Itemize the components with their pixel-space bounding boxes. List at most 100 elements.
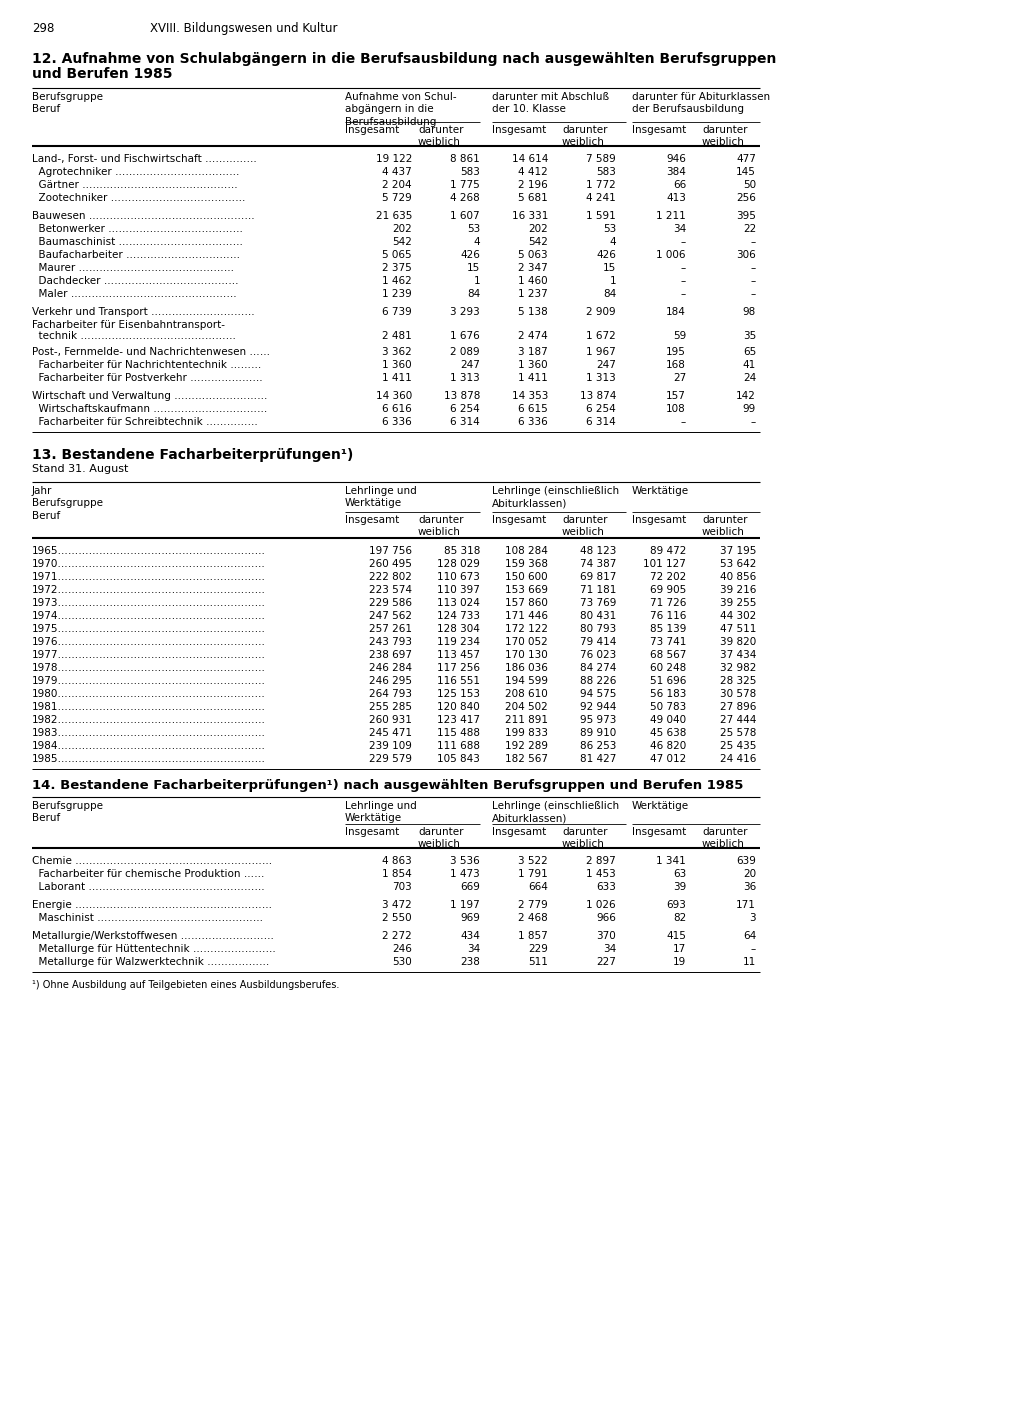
Text: 247: 247	[460, 360, 480, 370]
Text: 45 638: 45 638	[649, 728, 686, 738]
Text: 1 857: 1 857	[518, 931, 548, 941]
Text: 246 284: 246 284	[369, 663, 412, 673]
Text: 6 336: 6 336	[382, 417, 412, 427]
Text: Insgesamt: Insgesamt	[345, 514, 399, 526]
Text: –: –	[751, 289, 756, 299]
Text: 111 688: 111 688	[437, 741, 480, 751]
Text: darunter
weiblich: darunter weiblich	[418, 125, 464, 147]
Text: 1 676: 1 676	[451, 332, 480, 341]
Text: 95 973: 95 973	[580, 716, 616, 726]
Text: 53: 53	[467, 224, 480, 234]
Text: 3 522: 3 522	[518, 856, 548, 866]
Text: 157 860: 157 860	[505, 598, 548, 608]
Text: 6 616: 6 616	[382, 404, 412, 414]
Text: 1972……………………………………………………: 1972……………………………………………………	[32, 585, 266, 595]
Text: 3 472: 3 472	[382, 900, 412, 910]
Text: 4 437: 4 437	[382, 167, 412, 177]
Text: 71 181: 71 181	[580, 585, 616, 595]
Text: 395: 395	[736, 211, 756, 221]
Text: 24: 24	[742, 373, 756, 383]
Text: Verkehr und Transport …………………………: Verkehr und Transport …………………………	[32, 307, 255, 317]
Text: 633: 633	[596, 881, 616, 891]
Text: 6 739: 6 739	[382, 307, 412, 317]
Text: 1977……………………………………………………: 1977……………………………………………………	[32, 650, 266, 660]
Text: 47 012: 47 012	[650, 754, 686, 764]
Text: 117 256: 117 256	[437, 663, 480, 673]
Text: 99: 99	[742, 404, 756, 414]
Text: 13. Bestandene Facharbeiterprüfungen¹): 13. Bestandene Facharbeiterprüfungen¹)	[32, 448, 353, 462]
Text: 542: 542	[392, 237, 412, 247]
Text: –: –	[681, 289, 686, 299]
Text: 60 248: 60 248	[650, 663, 686, 673]
Text: 4 268: 4 268	[451, 193, 480, 203]
Text: 25 435: 25 435	[720, 741, 756, 751]
Text: 1 462: 1 462	[382, 276, 412, 286]
Text: 186 036: 186 036	[505, 663, 548, 673]
Text: 1 197: 1 197	[451, 900, 480, 910]
Text: 73 769: 73 769	[580, 598, 616, 608]
Text: Energie …………………………………………………: Energie …………………………………………………	[32, 900, 272, 910]
Text: 72 202: 72 202	[650, 572, 686, 582]
Text: 1 313: 1 313	[451, 373, 480, 383]
Text: 7 589: 7 589	[587, 154, 616, 164]
Text: 306: 306	[736, 249, 756, 259]
Text: 1979……………………………………………………: 1979……………………………………………………	[32, 676, 266, 686]
Text: 110 397: 110 397	[437, 585, 480, 595]
Text: 6 615: 6 615	[518, 404, 548, 414]
Text: 94 575: 94 575	[580, 689, 616, 699]
Text: 583: 583	[596, 167, 616, 177]
Text: 15: 15	[467, 264, 480, 273]
Text: 2 375: 2 375	[382, 264, 412, 273]
Text: 946: 946	[667, 154, 686, 164]
Text: 13 878: 13 878	[443, 391, 480, 401]
Text: darunter
weiblich: darunter weiblich	[562, 828, 607, 849]
Text: 246: 246	[392, 944, 412, 954]
Text: –: –	[751, 276, 756, 286]
Text: 2 474: 2 474	[518, 332, 548, 341]
Text: 1 775: 1 775	[451, 180, 480, 190]
Text: 116 551: 116 551	[437, 676, 480, 686]
Text: 1 411: 1 411	[518, 373, 548, 383]
Text: Facharbeiter für Postverkehr …………………: Facharbeiter für Postverkehr …………………	[32, 373, 263, 383]
Text: Insgesamt: Insgesamt	[492, 125, 546, 135]
Text: 1 772: 1 772	[587, 180, 616, 190]
Text: 3 362: 3 362	[382, 347, 412, 357]
Text: 1974……………………………………………………: 1974……………………………………………………	[32, 611, 266, 621]
Text: 3 536: 3 536	[451, 856, 480, 866]
Text: 125 153: 125 153	[437, 689, 480, 699]
Text: 64: 64	[742, 931, 756, 941]
Text: 434: 434	[460, 931, 480, 941]
Text: Zootechniker …………………………………: Zootechniker …………………………………	[32, 193, 246, 203]
Text: Facharbeiter für Nachrichtentechnik ………: Facharbeiter für Nachrichtentechnik ………	[32, 360, 261, 370]
Text: 264 793: 264 793	[369, 689, 412, 699]
Text: 2 089: 2 089	[451, 347, 480, 357]
Text: 27 444: 27 444	[720, 716, 756, 726]
Text: 13 874: 13 874	[580, 391, 616, 401]
Text: 68 567: 68 567	[649, 650, 686, 660]
Text: Facharbeiter für Eisenbahntransport-: Facharbeiter für Eisenbahntransport-	[32, 320, 225, 330]
Text: 1975……………………………………………………: 1975……………………………………………………	[32, 623, 266, 633]
Text: 113 457: 113 457	[437, 650, 480, 660]
Text: 11: 11	[742, 956, 756, 966]
Text: 28 325: 28 325	[720, 676, 756, 686]
Text: 1 791: 1 791	[518, 869, 548, 879]
Text: 1973……………………………………………………: 1973……………………………………………………	[32, 598, 266, 608]
Text: 49 040: 49 040	[650, 716, 686, 726]
Text: 24 416: 24 416	[720, 754, 756, 764]
Text: 59: 59	[673, 332, 686, 341]
Text: 88 226: 88 226	[580, 676, 616, 686]
Text: 6 336: 6 336	[518, 417, 548, 427]
Text: 1 967: 1 967	[587, 347, 616, 357]
Text: 53: 53	[603, 224, 616, 234]
Text: 101 127: 101 127	[643, 558, 686, 570]
Text: 247: 247	[596, 360, 616, 370]
Text: 37 434: 37 434	[720, 650, 756, 660]
Text: Lehrlinge (einschließlich
Abiturklassen): Lehrlinge (einschließlich Abiturklassen)	[492, 486, 620, 509]
Text: 86 253: 86 253	[580, 741, 616, 751]
Text: 204 502: 204 502	[505, 701, 548, 711]
Text: 2 779: 2 779	[518, 900, 548, 910]
Text: 2 909: 2 909	[587, 307, 616, 317]
Text: –: –	[681, 417, 686, 427]
Text: 426: 426	[460, 249, 480, 259]
Text: darunter
weiblich: darunter weiblich	[702, 828, 748, 849]
